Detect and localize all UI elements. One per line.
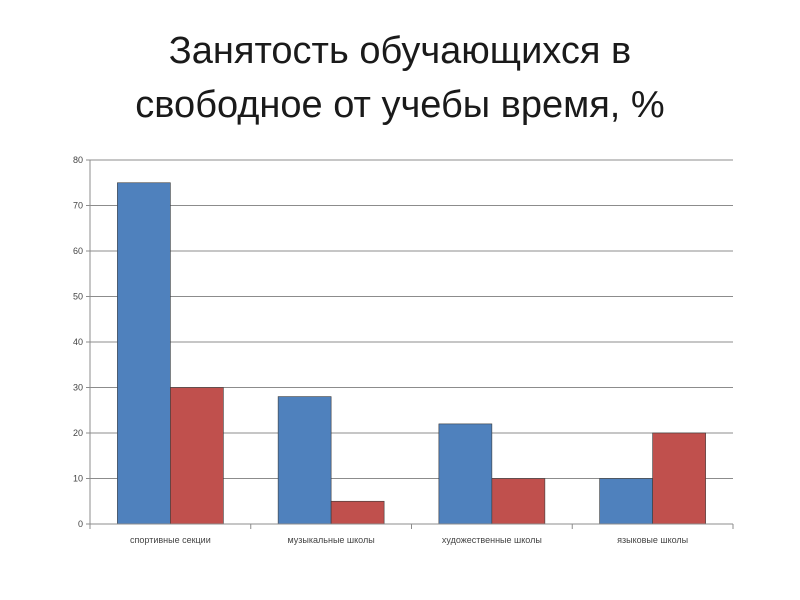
y-tick-label: 80 [73,155,83,165]
x-category-label: языковые школы [617,535,688,545]
bar-series-1-2 [277,396,332,525]
y-tick-label: 70 [73,201,83,211]
slide-title: Занятость обучающихся в свободное от уче… [0,24,800,132]
bar-series-2-4 [652,432,706,525]
bar-series-1-1 [117,182,171,525]
y-tick-label: 60 [73,246,83,256]
bar-series-2-1 [170,387,224,525]
bar-series-1-4 [599,478,653,525]
y-tick-label: 50 [73,292,83,302]
bar-series-2-2 [330,500,385,525]
slide-title-line-2: свободное от учебы время, % [135,84,665,126]
bar-series-2-3 [491,478,546,525]
bar-series-1-3 [438,423,493,525]
x-category-label: спортивные секции [130,535,211,545]
y-tick-label: 20 [73,428,83,438]
y-tick-label: 0 [78,519,83,529]
x-category-label: музыкальные школы [288,535,375,545]
x-category-label: художественные школы [442,535,542,545]
slide-title-line-1: Занятость обучающихся в [168,30,632,72]
y-tick-label: 40 [73,337,83,347]
y-tick-label: 10 [73,474,83,484]
y-tick-label: 30 [73,383,83,393]
